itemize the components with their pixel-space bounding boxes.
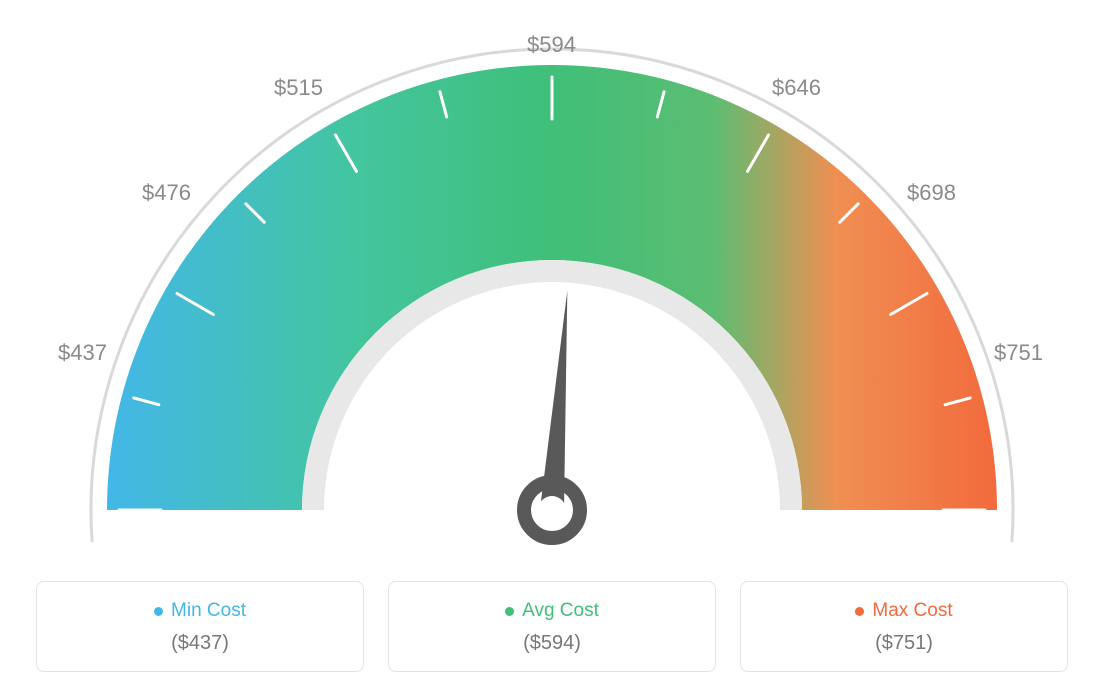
- legend-title-max: Max Cost: [855, 600, 952, 622]
- gauge-tick-label: $698: [907, 180, 956, 206]
- legend-title-min: Min Cost: [154, 600, 246, 622]
- gauge-tick-label: $594: [527, 32, 576, 58]
- legend-label-max: Max Cost: [872, 600, 952, 622]
- legend-label-avg: Avg Cost: [522, 600, 599, 622]
- gauge-svg: [52, 30, 1052, 570]
- legend-value-max: ($751): [751, 632, 1057, 655]
- legend-value-min: ($437): [47, 632, 353, 655]
- legend-card-max: Max Cost ($751): [740, 581, 1068, 672]
- legend-title-avg: Avg Cost: [505, 600, 599, 622]
- gauge-tick-label: $437: [58, 340, 107, 366]
- gauge-tick-label: $646: [772, 75, 821, 101]
- legend-value-avg: ($594): [399, 632, 705, 655]
- legend-row: Min Cost ($437) Avg Cost ($594) Max Cost…: [36, 581, 1068, 672]
- legend-label-min: Min Cost: [171, 600, 246, 622]
- legend-dot-avg: [505, 607, 514, 616]
- gauge-tick-label: $476: [142, 180, 191, 206]
- legend-card-min: Min Cost ($437): [36, 581, 364, 672]
- gauge-tick-label: $515: [274, 75, 323, 101]
- legend-card-avg: Avg Cost ($594): [388, 581, 716, 672]
- gauge-tick-label: $751: [994, 340, 1043, 366]
- legend-dot-min: [154, 607, 163, 616]
- legend-dot-max: [855, 607, 864, 616]
- gauge-chart: $437 $476 $515 $594 $646 $698 $751: [52, 30, 1052, 570]
